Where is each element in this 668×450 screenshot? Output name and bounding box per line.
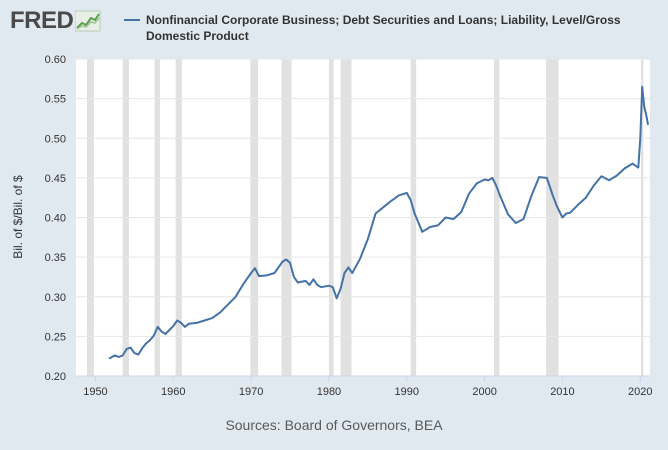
fred-logo-text: FRED <box>10 7 74 34</box>
legend-series-swatch <box>124 19 140 21</box>
y-tick-label: 0.55 <box>45 94 66 106</box>
x-tick-label: 1980 <box>317 386 341 398</box>
y-tick-label: 0.20 <box>45 371 66 383</box>
x-tick-label: 1950 <box>83 386 107 398</box>
y-tick-label: 0.25 <box>45 331 66 343</box>
series-group <box>108 85 650 360</box>
source-note: Sources: Board of Governors, BEA <box>225 417 443 433</box>
line-chart: 1950 1960 1970 1980 1990 2000 2010 2020 0.200.2… <box>11 54 653 398</box>
x-tick-label: 2020 <box>628 386 652 398</box>
x-tick-label: 2000 <box>472 386 496 398</box>
y-tick-label: 0.60 <box>45 54 66 66</box>
x-axis: 1950 1960 1970 1980 1990 2000 2010 2020 <box>76 375 653 398</box>
line-chart-icon <box>75 10 101 32</box>
fred-logo[interactable]: FRED <box>10 6 101 36</box>
y-tick-label: 0.40 <box>45 213 66 225</box>
y-tick-label: 0.50 <box>45 133 66 145</box>
y-axis-label: Bil. of $/Bil. of $ <box>11 175 25 259</box>
chart-header: FRED Nonfinancial Corporate Business; De… <box>0 0 668 48</box>
x-tick-label: 1970 <box>239 386 263 398</box>
y-tick-label: 0.30 <box>45 292 66 304</box>
y-tick-label: 0.45 <box>45 173 66 185</box>
y-axis: 0.20 0.25 0.30 0.35 0.40 0.45 0.50 0.55 0.60 <box>45 54 66 383</box>
x-tick-label: 2010 <box>550 386 574 398</box>
x-tick-label: 1960 <box>161 386 185 398</box>
grid-lines <box>76 58 650 337</box>
y-tick-label: 0.35 <box>45 252 66 264</box>
x-tick-label: 1990 <box>395 386 419 398</box>
series-line <box>108 85 650 360</box>
legend-series-label: Nonfinancial Corporate Business; Debt Se… <box>146 13 621 43</box>
